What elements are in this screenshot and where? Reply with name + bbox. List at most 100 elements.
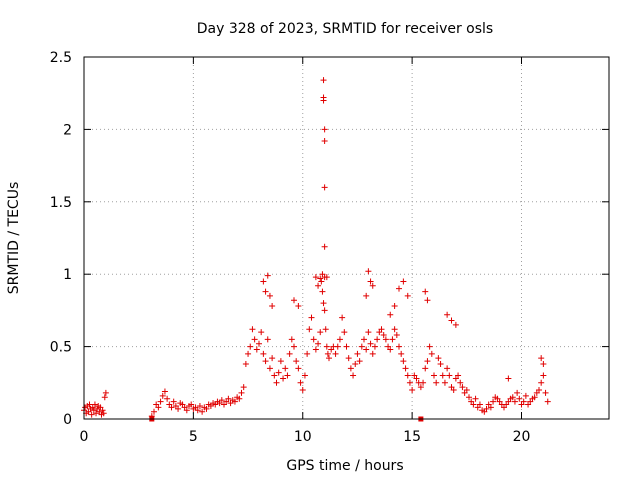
data-point xyxy=(448,317,455,324)
data-point xyxy=(431,372,437,379)
data-point xyxy=(422,365,429,372)
data-point xyxy=(516,395,523,402)
data-point xyxy=(288,336,295,343)
data-point xyxy=(245,350,252,357)
data-point xyxy=(452,321,459,328)
data-point xyxy=(299,387,306,394)
data-point xyxy=(396,343,402,350)
data-point xyxy=(347,365,354,372)
data-point xyxy=(420,379,427,386)
data-point xyxy=(393,332,400,339)
data-point xyxy=(358,343,365,350)
data-point xyxy=(318,278,325,285)
data-point xyxy=(323,343,330,350)
data-point xyxy=(483,405,490,412)
data-point xyxy=(361,336,367,343)
x-tick-label: 15 xyxy=(403,429,421,445)
data-point xyxy=(321,137,328,144)
data-point xyxy=(336,336,343,343)
data-point xyxy=(102,389,109,396)
data-point xyxy=(266,365,273,372)
data-point xyxy=(269,355,276,362)
data-point xyxy=(308,314,315,321)
x-tick-label: 20 xyxy=(513,429,531,445)
data-point xyxy=(260,278,267,285)
data-point xyxy=(369,282,376,289)
data-point xyxy=(291,343,297,350)
data-point xyxy=(286,350,293,357)
data-point xyxy=(365,329,372,336)
data-point xyxy=(466,394,472,401)
data-point xyxy=(531,394,538,401)
data-point xyxy=(542,389,549,396)
x-tick-label: 5 xyxy=(189,429,198,445)
data-point xyxy=(339,314,346,321)
y-tick-label: 1.5 xyxy=(50,195,72,211)
data-point xyxy=(459,384,466,391)
data-point xyxy=(511,398,518,405)
data-point xyxy=(159,392,166,399)
grid xyxy=(84,57,609,419)
data-point xyxy=(266,292,273,299)
data-point xyxy=(93,410,100,417)
data-point xyxy=(350,372,357,379)
data-point xyxy=(424,358,431,365)
axis-ticks: 0 5 10 15 20 0 0.5 1 1.5 2 2.5 xyxy=(50,50,609,445)
data-point xyxy=(387,311,394,318)
data-point xyxy=(312,274,319,281)
y-tick-label: 2 xyxy=(63,122,72,138)
data-point xyxy=(238,389,245,396)
data-point xyxy=(321,243,328,250)
data-point xyxy=(312,346,319,353)
data-point xyxy=(404,372,411,379)
data-point xyxy=(262,288,269,295)
data-point xyxy=(256,340,262,347)
data-point xyxy=(301,372,308,379)
data-point xyxy=(345,355,352,362)
data-point xyxy=(203,405,210,412)
data-point xyxy=(319,288,326,295)
data-point xyxy=(264,336,271,343)
data-point xyxy=(297,379,304,386)
data-point xyxy=(490,398,497,405)
data-point xyxy=(417,384,424,391)
data-point xyxy=(218,397,225,404)
data-point xyxy=(242,360,249,367)
y-tick-label: 1 xyxy=(63,267,72,283)
data-point xyxy=(194,407,201,414)
data-point xyxy=(264,272,271,279)
data-point xyxy=(310,336,317,343)
data-point xyxy=(380,332,387,339)
data-point xyxy=(199,408,206,415)
data-point xyxy=(540,372,547,379)
x-axis-label: GPS time / hours xyxy=(286,458,403,474)
data-point xyxy=(258,329,265,336)
data-point xyxy=(522,392,529,399)
data-point xyxy=(369,350,376,357)
data-point xyxy=(441,379,448,386)
data-point xyxy=(389,336,396,343)
data-point xyxy=(398,350,405,357)
data-point xyxy=(341,329,348,336)
data-point xyxy=(433,379,440,386)
data-point xyxy=(86,401,93,408)
data-point xyxy=(400,278,407,285)
data-point xyxy=(505,375,512,382)
data-point xyxy=(356,358,363,365)
data-point xyxy=(406,379,413,386)
data-point xyxy=(101,394,108,401)
data-point xyxy=(322,326,329,333)
data-points xyxy=(81,77,551,422)
data-point xyxy=(155,404,162,411)
data-point xyxy=(382,336,389,343)
data-point xyxy=(295,365,302,372)
data-point xyxy=(320,97,327,104)
data-point xyxy=(317,275,324,282)
data-point xyxy=(277,358,284,365)
data-point xyxy=(321,184,328,191)
data-point xyxy=(293,358,300,365)
data-point xyxy=(424,297,431,304)
data-point xyxy=(413,375,420,382)
data-point xyxy=(435,355,442,362)
